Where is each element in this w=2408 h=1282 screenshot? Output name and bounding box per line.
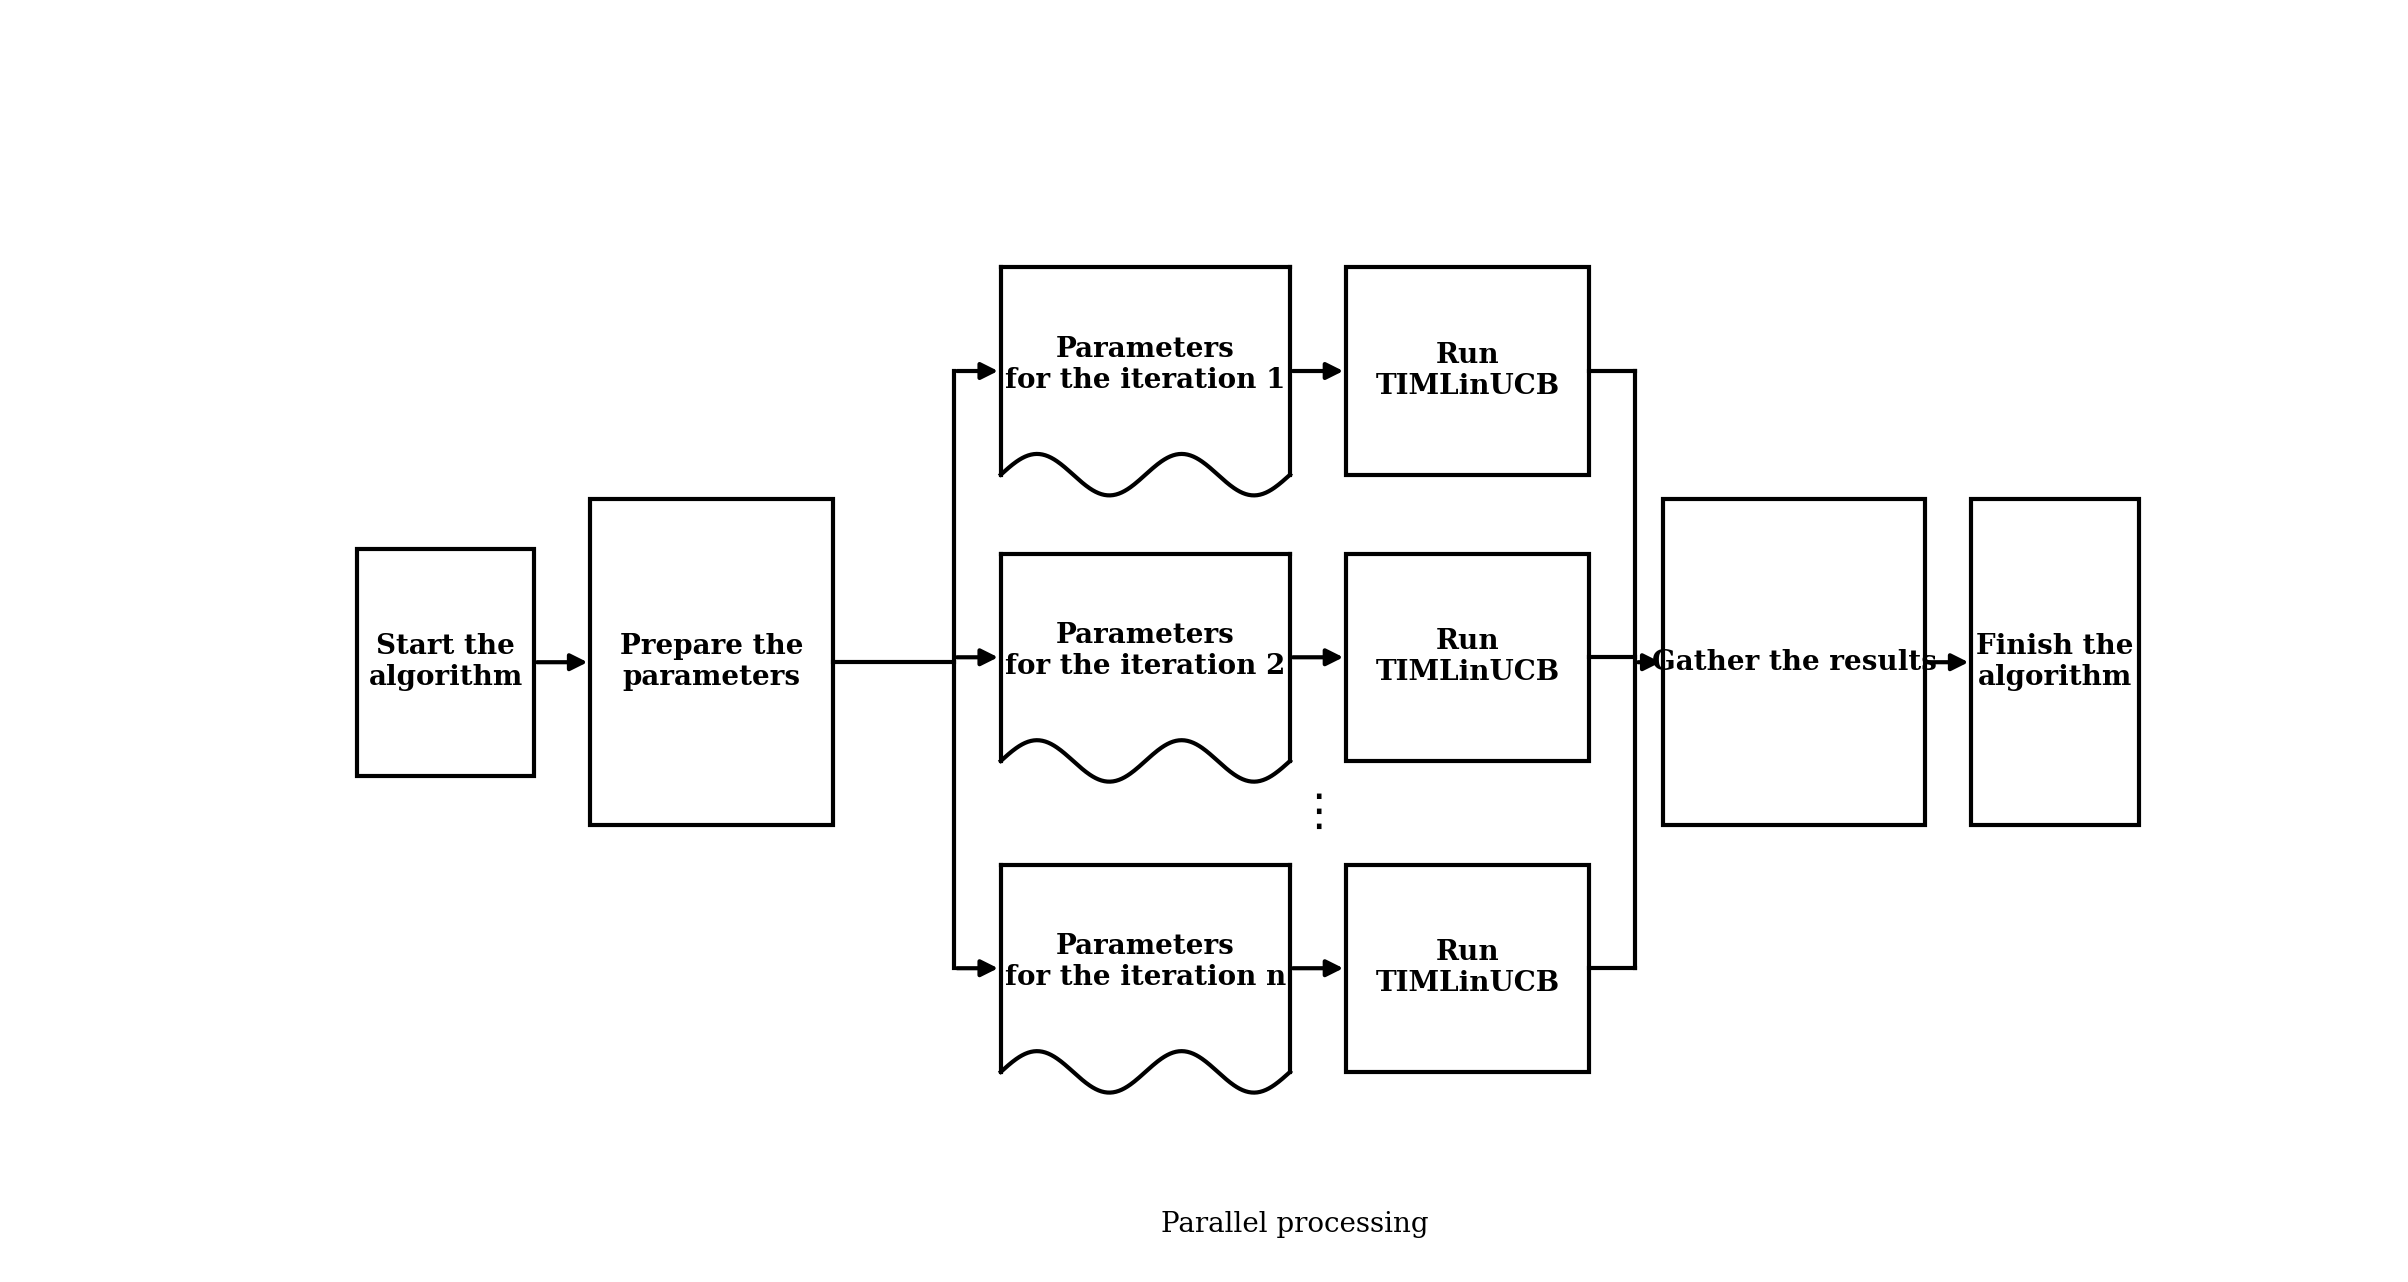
Bar — [356, 549, 535, 776]
Bar — [590, 499, 833, 826]
Text: Prepare the
parameters: Prepare the parameters — [619, 633, 804, 691]
Text: Run
TIMLinUCB: Run TIMLinUCB — [1375, 628, 1560, 686]
Text: Gather the results: Gather the results — [1652, 649, 1936, 676]
Text: Parameters
for the iteration n: Parameters for the iteration n — [1004, 933, 1286, 991]
Text: Start the
algorithm: Start the algorithm — [368, 633, 523, 691]
Bar — [1664, 499, 1924, 826]
Text: Finish the
algorithm: Finish the algorithm — [1977, 633, 2133, 691]
Bar — [1346, 864, 1589, 1072]
Text: Parameters
for the iteration 1: Parameters for the iteration 1 — [1004, 336, 1286, 394]
Text: Parallel processing: Parallel processing — [1161, 1211, 1428, 1238]
Text: ⋮: ⋮ — [1296, 791, 1341, 835]
Bar — [1346, 268, 1589, 474]
Text: Run
TIMLinUCB: Run TIMLinUCB — [1375, 342, 1560, 400]
Bar — [1002, 864, 1291, 1103]
Text: Parameters
for the iteration 2: Parameters for the iteration 2 — [1004, 622, 1286, 681]
Bar — [1346, 554, 1589, 762]
Bar — [1972, 499, 2138, 826]
Bar — [1002, 554, 1291, 792]
Text: Run
TIMLinUCB: Run TIMLinUCB — [1375, 940, 1560, 997]
Bar — [1002, 268, 1291, 506]
